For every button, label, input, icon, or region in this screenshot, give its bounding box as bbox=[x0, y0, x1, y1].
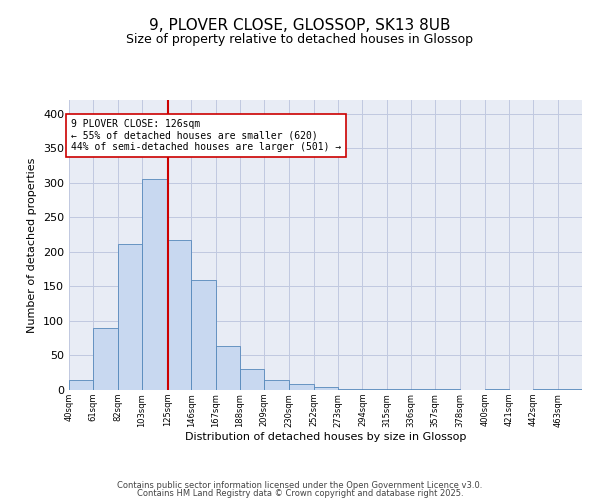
Text: Size of property relative to detached houses in Glossop: Size of property relative to detached ho… bbox=[127, 32, 473, 46]
Y-axis label: Number of detached properties: Number of detached properties bbox=[28, 158, 37, 332]
Bar bbox=[314, 386, 338, 390]
Bar bbox=[142, 180, 167, 390]
Bar bbox=[69, 380, 93, 390]
Bar bbox=[289, 384, 314, 390]
Bar bbox=[240, 370, 264, 390]
Text: Contains public sector information licensed under the Open Government Licence v3: Contains public sector information licen… bbox=[118, 481, 482, 490]
X-axis label: Distribution of detached houses by size in Glossop: Distribution of detached houses by size … bbox=[185, 432, 466, 442]
Bar bbox=[264, 380, 289, 390]
Text: Contains HM Land Registry data © Crown copyright and database right 2025.: Contains HM Land Registry data © Crown c… bbox=[137, 488, 463, 498]
Bar bbox=[338, 388, 362, 390]
Bar bbox=[191, 280, 216, 390]
Text: 9, PLOVER CLOSE, GLOSSOP, SK13 8UB: 9, PLOVER CLOSE, GLOSSOP, SK13 8UB bbox=[149, 18, 451, 32]
Bar bbox=[167, 240, 191, 390]
Bar bbox=[118, 244, 142, 390]
Text: 9 PLOVER CLOSE: 126sqm
← 55% of detached houses are smaller (620)
44% of semi-de: 9 PLOVER CLOSE: 126sqm ← 55% of detached… bbox=[71, 118, 341, 152]
Bar bbox=[485, 388, 509, 390]
Bar bbox=[93, 328, 118, 390]
Bar bbox=[216, 346, 240, 390]
